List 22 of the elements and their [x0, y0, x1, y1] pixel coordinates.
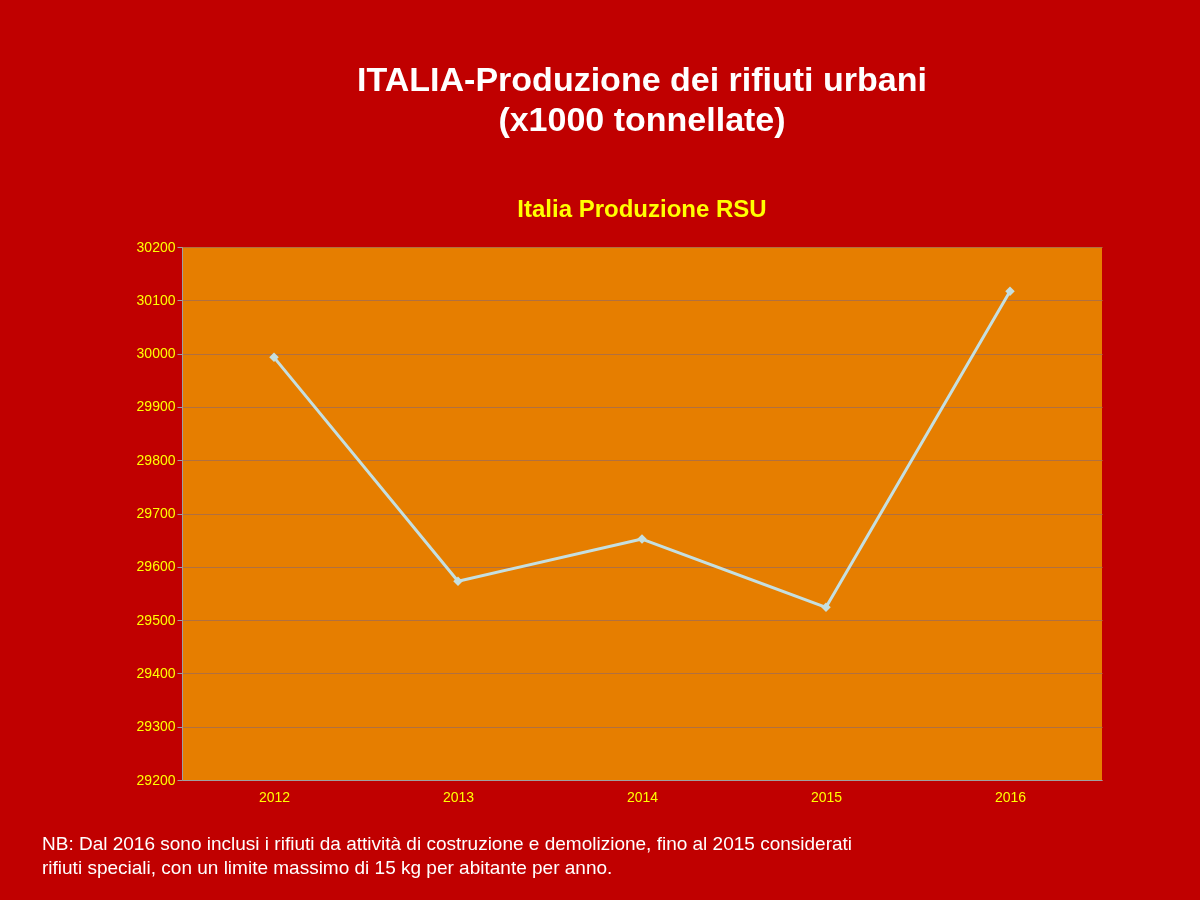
y-tick-label: 29200 — [136, 771, 176, 788]
y-tick-label: 30200 — [136, 238, 176, 255]
y-tick-label: 29500 — [136, 611, 176, 628]
y-tick-label: 29400 — [136, 664, 176, 681]
y-tick-label: 29900 — [136, 398, 176, 415]
x-tick-label: 2012 — [258, 788, 291, 805]
x-tick-label: 2016 — [994, 788, 1027, 805]
y-tick-label: 30000 — [136, 345, 176, 362]
y-tick-label: 29700 — [136, 505, 176, 521]
y-tick-label: 29300 — [136, 718, 176, 735]
point — [269, 352, 279, 363]
x-tick-label: 2015 — [810, 788, 843, 805]
x-tick-label: 2014 — [626, 788, 659, 805]
y-tick-label: 30100 — [136, 291, 176, 308]
text: NB: Dal 2016 sono inclusi i rifiuti da attività di costruzione e demolizione, fino al 2015 considerati rifiuti speciali, con un limite massimo di 15 kg per abitante per anno. — [42, 833, 853, 878]
text: (x1000 tonnellate) — [498, 100, 786, 138]
text: ITALIA-Produzione dei rifiuti urbani — [357, 60, 927, 98]
y-tick-label: 29800 — [136, 451, 176, 468]
x-tick-label: 2013 — [442, 788, 475, 805]
y-tick-label: 29600 — [136, 558, 176, 575]
point — [821, 602, 831, 613]
chart-subtitle: Italia Produzione RSU — [517, 195, 767, 222]
